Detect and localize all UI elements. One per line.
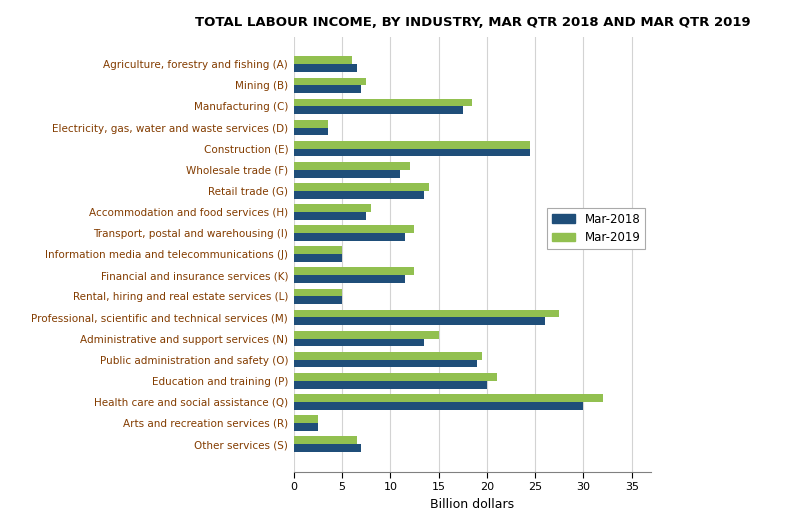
Bar [294, 225, 414, 233]
Bar [294, 99, 472, 106]
Bar [294, 297, 342, 304]
Bar [294, 78, 366, 85]
Bar [294, 359, 477, 367]
Legend: Mar-2018, Mar-2019: Mar-2018, Mar-2019 [547, 208, 646, 249]
Bar [294, 64, 357, 72]
Bar [294, 381, 487, 388]
Bar [294, 352, 482, 359]
Bar [294, 331, 438, 339]
Bar [294, 444, 361, 452]
Bar [294, 267, 414, 275]
Bar [294, 394, 603, 402]
Bar [294, 57, 352, 64]
Bar [294, 191, 424, 199]
Title: TOTAL LABOUR INCOME, BY INDUSTRY, MAR QTR 2018 AND MAR QTR 2019: TOTAL LABOUR INCOME, BY INDUSTRY, MAR QT… [195, 16, 750, 29]
Bar [294, 106, 463, 114]
Bar [294, 246, 342, 254]
Bar [294, 423, 318, 431]
Bar [294, 162, 410, 170]
Bar [294, 149, 530, 157]
Bar [294, 339, 424, 346]
Bar [294, 373, 496, 381]
Bar [294, 183, 429, 191]
Bar [294, 436, 357, 444]
Bar [294, 254, 342, 262]
Bar [294, 120, 328, 127]
Bar [294, 310, 559, 318]
Bar [294, 318, 545, 325]
Bar [294, 85, 361, 93]
Bar [294, 170, 400, 178]
Bar [294, 402, 584, 410]
Bar [294, 415, 318, 423]
Bar [294, 275, 405, 283]
X-axis label: Billion dollars: Billion dollars [430, 498, 515, 510]
Bar [294, 289, 342, 297]
Bar [294, 204, 371, 212]
Bar [294, 212, 366, 220]
Bar [294, 127, 328, 135]
Bar [294, 141, 530, 149]
Bar [294, 233, 405, 241]
